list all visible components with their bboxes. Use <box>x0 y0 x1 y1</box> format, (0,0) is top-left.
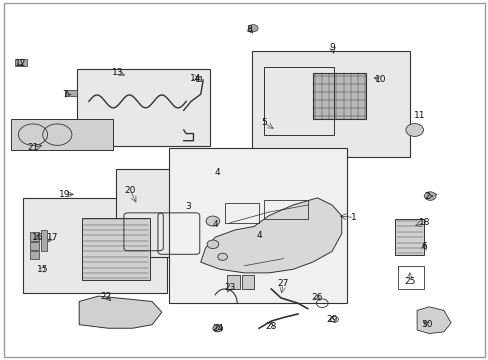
Text: 15: 15 <box>37 265 48 274</box>
Bar <box>224 203 259 223</box>
Text: 14: 14 <box>190 74 201 83</box>
Text: 3: 3 <box>185 202 191 211</box>
Bar <box>242 275 254 289</box>
Text: 23: 23 <box>224 283 235 292</box>
Text: 9: 9 <box>328 43 334 52</box>
Text: 5: 5 <box>261 118 266 127</box>
Polygon shape <box>79 296 162 328</box>
Text: 10: 10 <box>374 76 386 85</box>
Bar <box>64 90 77 96</box>
Text: 6: 6 <box>421 242 427 251</box>
Circle shape <box>405 123 423 136</box>
Circle shape <box>424 192 435 201</box>
Text: 19: 19 <box>59 190 70 199</box>
Text: 22: 22 <box>100 292 111 301</box>
Text: 8: 8 <box>246 26 252 35</box>
Text: 18: 18 <box>418 219 429 228</box>
Text: 21: 21 <box>27 143 39 152</box>
Text: 24: 24 <box>212 324 223 333</box>
Bar <box>30 242 39 249</box>
Bar <box>116 169 220 257</box>
Bar <box>251 51 409 157</box>
Text: 12: 12 <box>15 59 26 68</box>
Text: 4: 4 <box>212 220 218 229</box>
Text: 2: 2 <box>423 192 429 201</box>
Bar <box>264 67 334 135</box>
Text: 4: 4 <box>215 168 220 177</box>
Bar <box>264 200 307 219</box>
Polygon shape <box>416 307 450 334</box>
Circle shape <box>212 325 222 332</box>
Text: 25: 25 <box>403 277 415 286</box>
Bar <box>23 198 166 293</box>
Bar <box>81 217 149 280</box>
Text: 29: 29 <box>325 315 337 324</box>
Bar <box>227 275 239 289</box>
Text: 30: 30 <box>420 320 432 329</box>
Text: 17: 17 <box>46 233 58 242</box>
Text: 4: 4 <box>256 231 262 240</box>
Text: 16: 16 <box>32 233 43 242</box>
Bar <box>169 148 346 303</box>
Text: 28: 28 <box>265 322 276 331</box>
Circle shape <box>206 240 218 249</box>
Circle shape <box>205 216 219 226</box>
Bar <box>394 219 424 255</box>
Bar <box>30 232 39 241</box>
Bar <box>196 76 201 81</box>
Text: 11: 11 <box>413 111 425 120</box>
Text: 13: 13 <box>112 68 123 77</box>
Bar <box>41 230 47 251</box>
Text: 7: 7 <box>61 90 67 99</box>
Circle shape <box>217 253 227 260</box>
Text: 1: 1 <box>350 213 356 222</box>
Bar <box>30 251 39 258</box>
Bar <box>77 69 210 146</box>
Text: 27: 27 <box>277 279 288 288</box>
Text: 26: 26 <box>311 293 323 302</box>
Circle shape <box>248 24 258 32</box>
Bar <box>11 119 113 150</box>
Bar <box>397 266 424 289</box>
Bar <box>312 73 366 119</box>
Text: 20: 20 <box>124 186 136 195</box>
Polygon shape <box>201 198 341 273</box>
Bar <box>15 59 27 66</box>
